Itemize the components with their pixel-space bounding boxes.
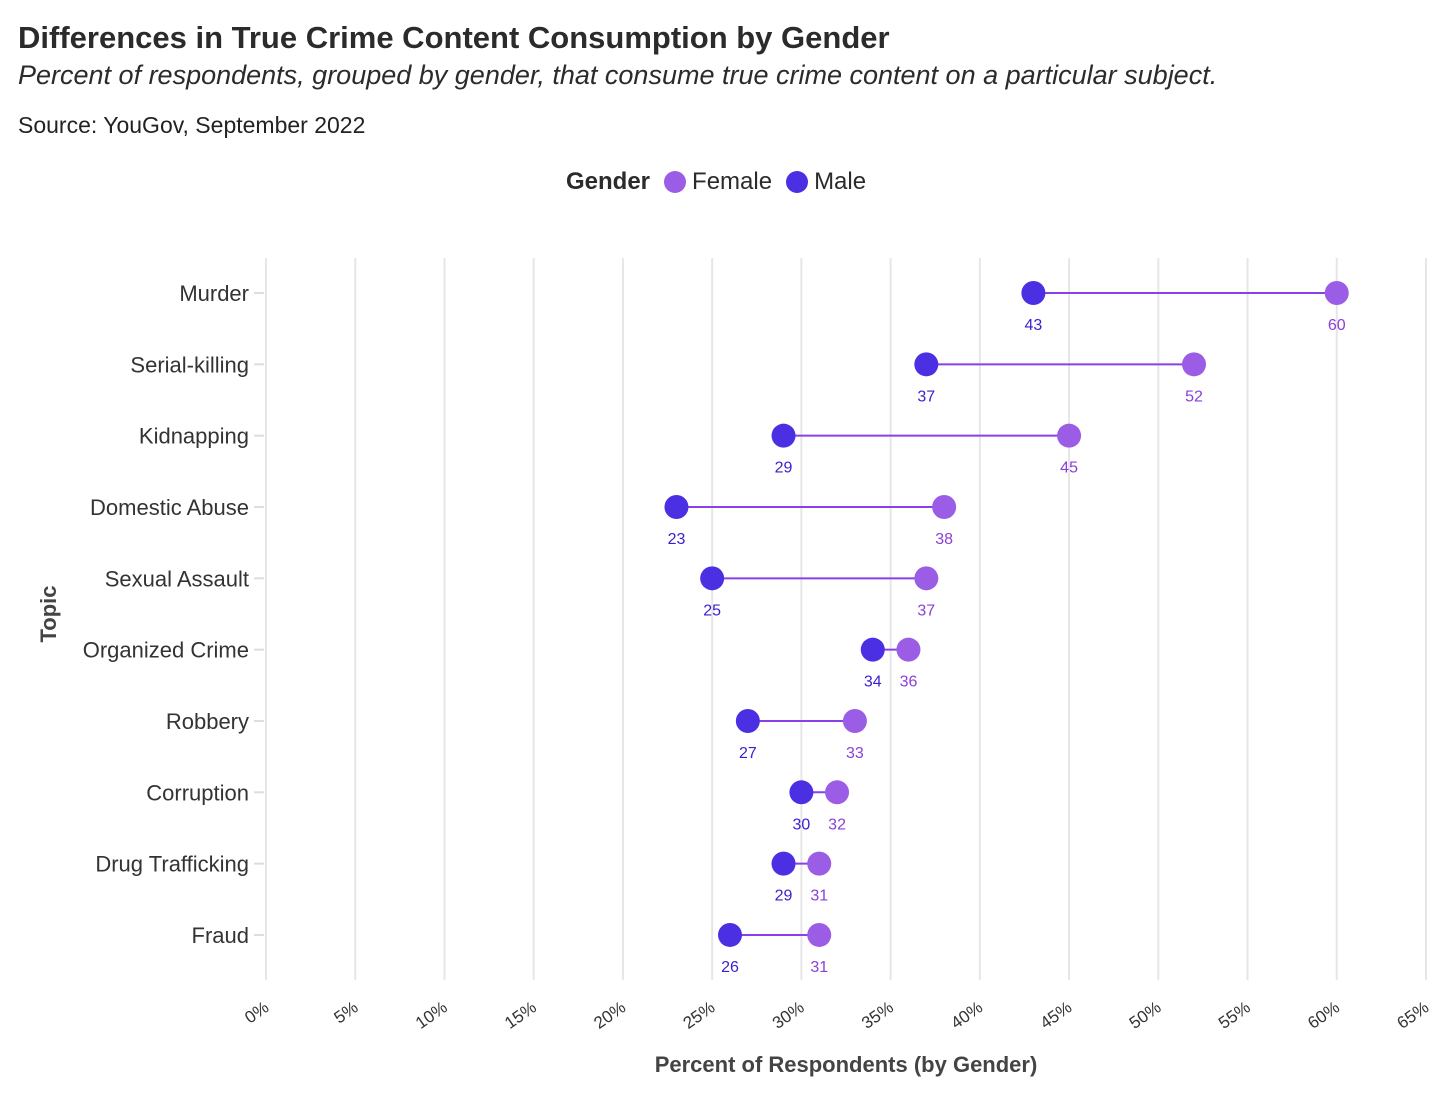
x-tick-label: 20% xyxy=(590,998,629,1033)
x-tick-label: 40% xyxy=(947,998,986,1033)
male-point xyxy=(718,922,742,947)
female-point xyxy=(807,922,832,947)
x-tick-label: 0% xyxy=(241,998,272,1028)
male-point xyxy=(771,851,796,876)
y-tick-label: Murder xyxy=(179,281,249,306)
male-point xyxy=(664,494,689,519)
legend: Gender Female Male xyxy=(566,168,866,196)
y-tick-label: Fraud xyxy=(192,923,249,948)
male-point xyxy=(860,637,885,662)
male-data-label: 30 xyxy=(792,816,810,833)
female-point xyxy=(1057,423,1082,448)
female-point xyxy=(825,780,850,805)
female-point xyxy=(896,637,921,662)
y-tick-label: Robbery xyxy=(166,709,249,734)
male-data-label: 29 xyxy=(775,888,793,905)
male-data-label: 25 xyxy=(703,602,721,619)
female-data-label: 37 xyxy=(917,602,935,619)
male-data-label: 26 xyxy=(721,959,739,976)
male-point xyxy=(914,352,939,377)
female-point xyxy=(932,494,957,519)
male-data-label: 29 xyxy=(775,460,793,477)
y-axis-title: Topic xyxy=(36,585,61,642)
y-tick-label: Corruption xyxy=(146,780,249,805)
female-point xyxy=(914,566,939,591)
male-data-label: 23 xyxy=(668,531,686,548)
male-data-label: 27 xyxy=(739,745,757,762)
y-tick-label: Drug Trafficking xyxy=(95,852,249,877)
male-data-label: 34 xyxy=(864,674,882,691)
legend-male-swatch xyxy=(786,171,809,193)
chart-title: Differences in True Crime Content Consum… xyxy=(18,20,890,55)
legend-female-label: Female xyxy=(692,168,773,195)
x-tick-label: 65% xyxy=(1394,998,1433,1033)
male-data-label: 37 xyxy=(917,388,935,405)
y-tick-label: Domestic Abuse xyxy=(90,495,249,520)
y-tick-label: Serial-killing xyxy=(130,352,249,377)
male-point xyxy=(789,780,814,805)
y-tick-label: Sexual Assault xyxy=(105,566,249,591)
x-tick-label: 25% xyxy=(680,998,719,1033)
female-point xyxy=(842,708,867,733)
legend-female-swatch xyxy=(664,171,687,193)
female-data-label: 31 xyxy=(810,959,828,976)
chart-source: Source: YouGov, September 2022 xyxy=(18,112,366,138)
female-data-label: 60 xyxy=(1328,317,1346,334)
female-point xyxy=(807,851,832,876)
y-tick-label: Organized Crime xyxy=(83,638,249,663)
chart-subtitle: Percent of respondents, grouped by gende… xyxy=(18,60,1218,90)
legend-title: Gender xyxy=(566,168,651,195)
female-data-label: 45 xyxy=(1060,460,1078,477)
male-point xyxy=(735,708,760,733)
x-tick-label: 35% xyxy=(858,998,897,1033)
female-data-label: 33 xyxy=(846,745,864,762)
x-tick-label: 10% xyxy=(412,998,451,1033)
x-tick-label: 30% xyxy=(769,998,808,1033)
legend-male-label: Male xyxy=(814,168,867,195)
x-tick-label: 15% xyxy=(501,998,540,1033)
female-data-label: 52 xyxy=(1185,388,1203,405)
x-tick-label: 45% xyxy=(1037,998,1076,1033)
x-tick-label: 5% xyxy=(330,998,361,1028)
female-data-label: 36 xyxy=(900,674,918,691)
female-point xyxy=(1182,352,1206,377)
x-tick-label: 50% xyxy=(1126,998,1165,1033)
female-data-label: 31 xyxy=(810,888,828,905)
male-data-label: 43 xyxy=(1024,317,1042,334)
x-axis-title: Percent of Respondents (by Gender) xyxy=(655,1052,1038,1077)
female-data-label: 32 xyxy=(828,816,846,833)
male-point xyxy=(700,566,725,591)
x-tick-label: 55% xyxy=(1215,998,1254,1033)
x-tick-label: 60% xyxy=(1304,998,1343,1033)
male-point xyxy=(1021,281,1046,305)
male-point xyxy=(771,423,796,448)
y-tick-label: Kidnapping xyxy=(139,424,249,449)
female-data-label: 38 xyxy=(935,531,953,548)
female-point xyxy=(1324,281,1349,305)
